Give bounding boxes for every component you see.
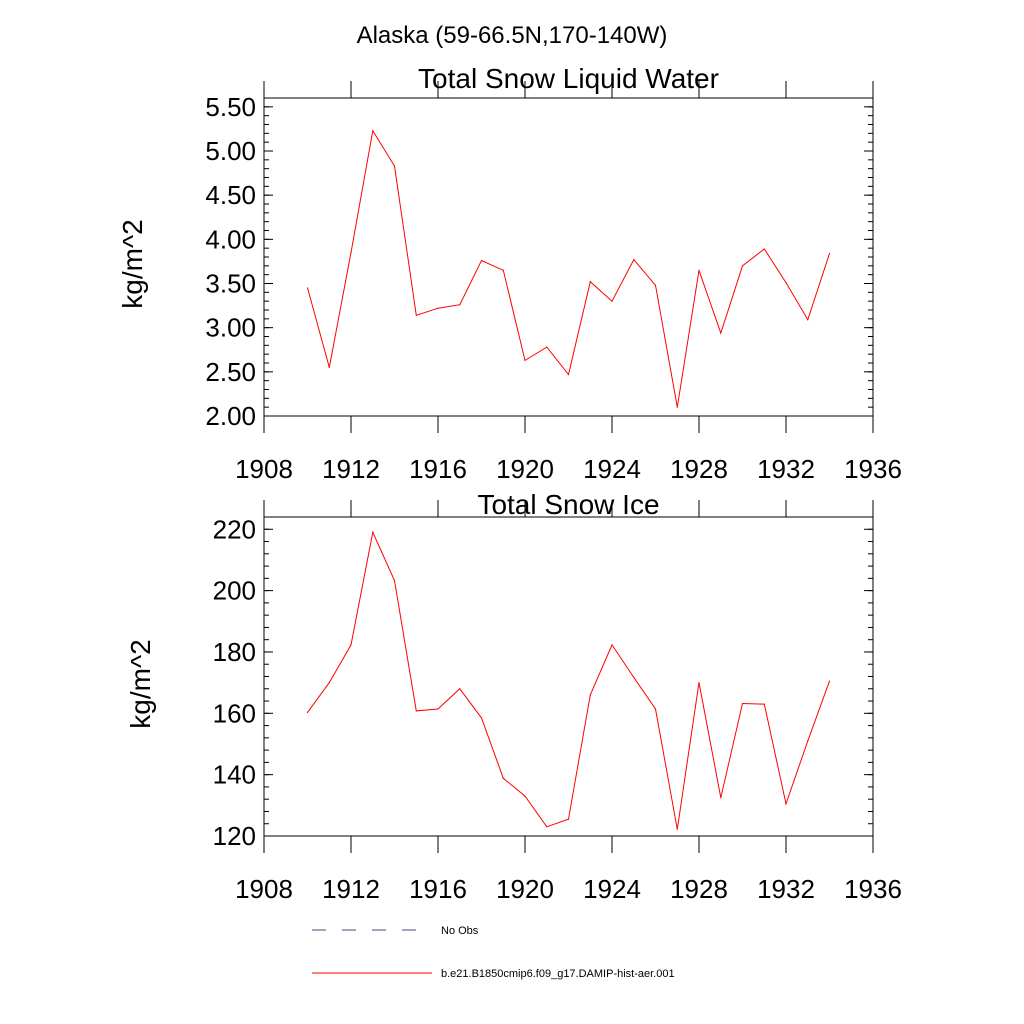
- data-point: [741, 702, 744, 705]
- x-tick-label: 1936: [844, 454, 902, 484]
- x-tick-label: 1916: [409, 454, 467, 484]
- data-point: [633, 259, 635, 261]
- y-tick-label: 4.00: [205, 224, 256, 254]
- data-point: [763, 248, 765, 250]
- data-point: [372, 531, 374, 533]
- data-point: [524, 795, 526, 797]
- y-tick-label: 200: [213, 576, 256, 606]
- data-point: [589, 694, 591, 696]
- data-point: [328, 682, 330, 684]
- y-tick-label: 120: [213, 821, 256, 851]
- data-point: [611, 644, 613, 646]
- data-point: [654, 708, 657, 710]
- x-tick-label: 1916: [409, 874, 467, 904]
- legend-no-obs-label: No Obs: [441, 925, 479, 937]
- data-point: [480, 717, 483, 719]
- data-point: [807, 319, 809, 321]
- panel-snow-ice: Total Snow Ice kg/m^2 120 140 160 180 200 220 19…: [125, 489, 902, 904]
- data-point: [741, 265, 744, 267]
- data-point: [502, 777, 504, 779]
- x-tick-label: 1912: [322, 454, 380, 484]
- page-title: Alaska (59-66.5N,170-140W): [357, 22, 668, 49]
- x-tick-label: 1928: [670, 454, 728, 484]
- data-point: [306, 287, 309, 289]
- data-point: [698, 269, 700, 271]
- data-point: [698, 682, 700, 684]
- data-point: [546, 346, 548, 348]
- series-line: [307, 129, 830, 408]
- data-point: [306, 711, 309, 713]
- y-tick-label: 160: [213, 698, 256, 728]
- y-tick-label: 220: [213, 514, 256, 544]
- y-tick-label: 180: [213, 637, 256, 667]
- data-point: [654, 284, 657, 286]
- plot-frame: [263, 97, 874, 417]
- data-point: [828, 680, 831, 682]
- plot-frame: [263, 516, 874, 837]
- data-point: [785, 803, 787, 805]
- data-point: [393, 165, 396, 167]
- data-point: [459, 688, 461, 690]
- data-point: [480, 259, 483, 262]
- data-point: [437, 307, 439, 309]
- chart-title: Total Snow Liquid Water: [418, 63, 719, 94]
- data-point: [589, 281, 591, 283]
- panel-snow-liquid-water: Total Snow Liquid Water kg/m^2 2.00 2.50 3.0…: [117, 63, 902, 484]
- data-point: [415, 314, 417, 316]
- data-point: [502, 269, 504, 271]
- x-tick-label: 1908: [235, 454, 293, 484]
- x-tick-label: 1936: [844, 874, 902, 904]
- x-tick-label: 1920: [496, 454, 554, 484]
- data-point: [567, 373, 570, 376]
- y-tick-label: 3.00: [205, 313, 256, 343]
- data-point: [720, 332, 722, 334]
- y-tick-label: 5.50: [205, 92, 256, 122]
- data-point: [350, 251, 352, 254]
- data-point: [459, 304, 461, 306]
- x-tick-label: 1912: [322, 874, 380, 904]
- data-point: [828, 252, 831, 255]
- y-tick-label: 2.00: [205, 401, 256, 431]
- x-tick-label: 1908: [235, 874, 293, 904]
- x-tick-label: 1932: [757, 454, 815, 484]
- y-tick-label: 4.50: [205, 180, 256, 210]
- data-point: [437, 708, 439, 710]
- y-tick-label: 140: [213, 760, 256, 790]
- data-point: [567, 818, 570, 820]
- data-point: [611, 300, 613, 302]
- data-point: [633, 676, 635, 679]
- data-point: [676, 406, 678, 408]
- data-point: [524, 359, 526, 361]
- data-point: [393, 579, 396, 582]
- x-tick-label: 1932: [757, 874, 815, 904]
- legend: No Obs b.e21.B1850cmip6.f09_g17.DAMIP-hi…: [312, 925, 675, 980]
- data-point: [328, 366, 330, 369]
- x-tick-label: 1928: [670, 874, 728, 904]
- y-axis-label: kg/m^2: [117, 219, 148, 308]
- data-point: [546, 826, 548, 828]
- legend-series-label: b.e21.B1850cmip6.f09_g17.DAMIP-hist-aer.…: [441, 968, 675, 980]
- series-line: [307, 530, 830, 830]
- data-point: [676, 828, 678, 830]
- data-point: [415, 710, 417, 712]
- data-point: [785, 282, 787, 284]
- x-tick-label: 1924: [583, 454, 641, 484]
- y-tick-label: 3.50: [205, 269, 256, 299]
- x-tick-label: 1924: [583, 874, 641, 904]
- y-tick-label: 5.00: [205, 136, 256, 166]
- data-point: [720, 797, 722, 799]
- chart-title: Total Snow Ice: [477, 489, 659, 520]
- data-point: [350, 644, 352, 646]
- x-tick-label: 1920: [496, 874, 554, 904]
- data-point: [807, 740, 809, 742]
- y-tick-label: 2.50: [205, 357, 256, 387]
- y-axis-label: kg/m^2: [125, 639, 156, 728]
- data-point: [763, 703, 765, 705]
- data-point: [372, 130, 374, 132]
